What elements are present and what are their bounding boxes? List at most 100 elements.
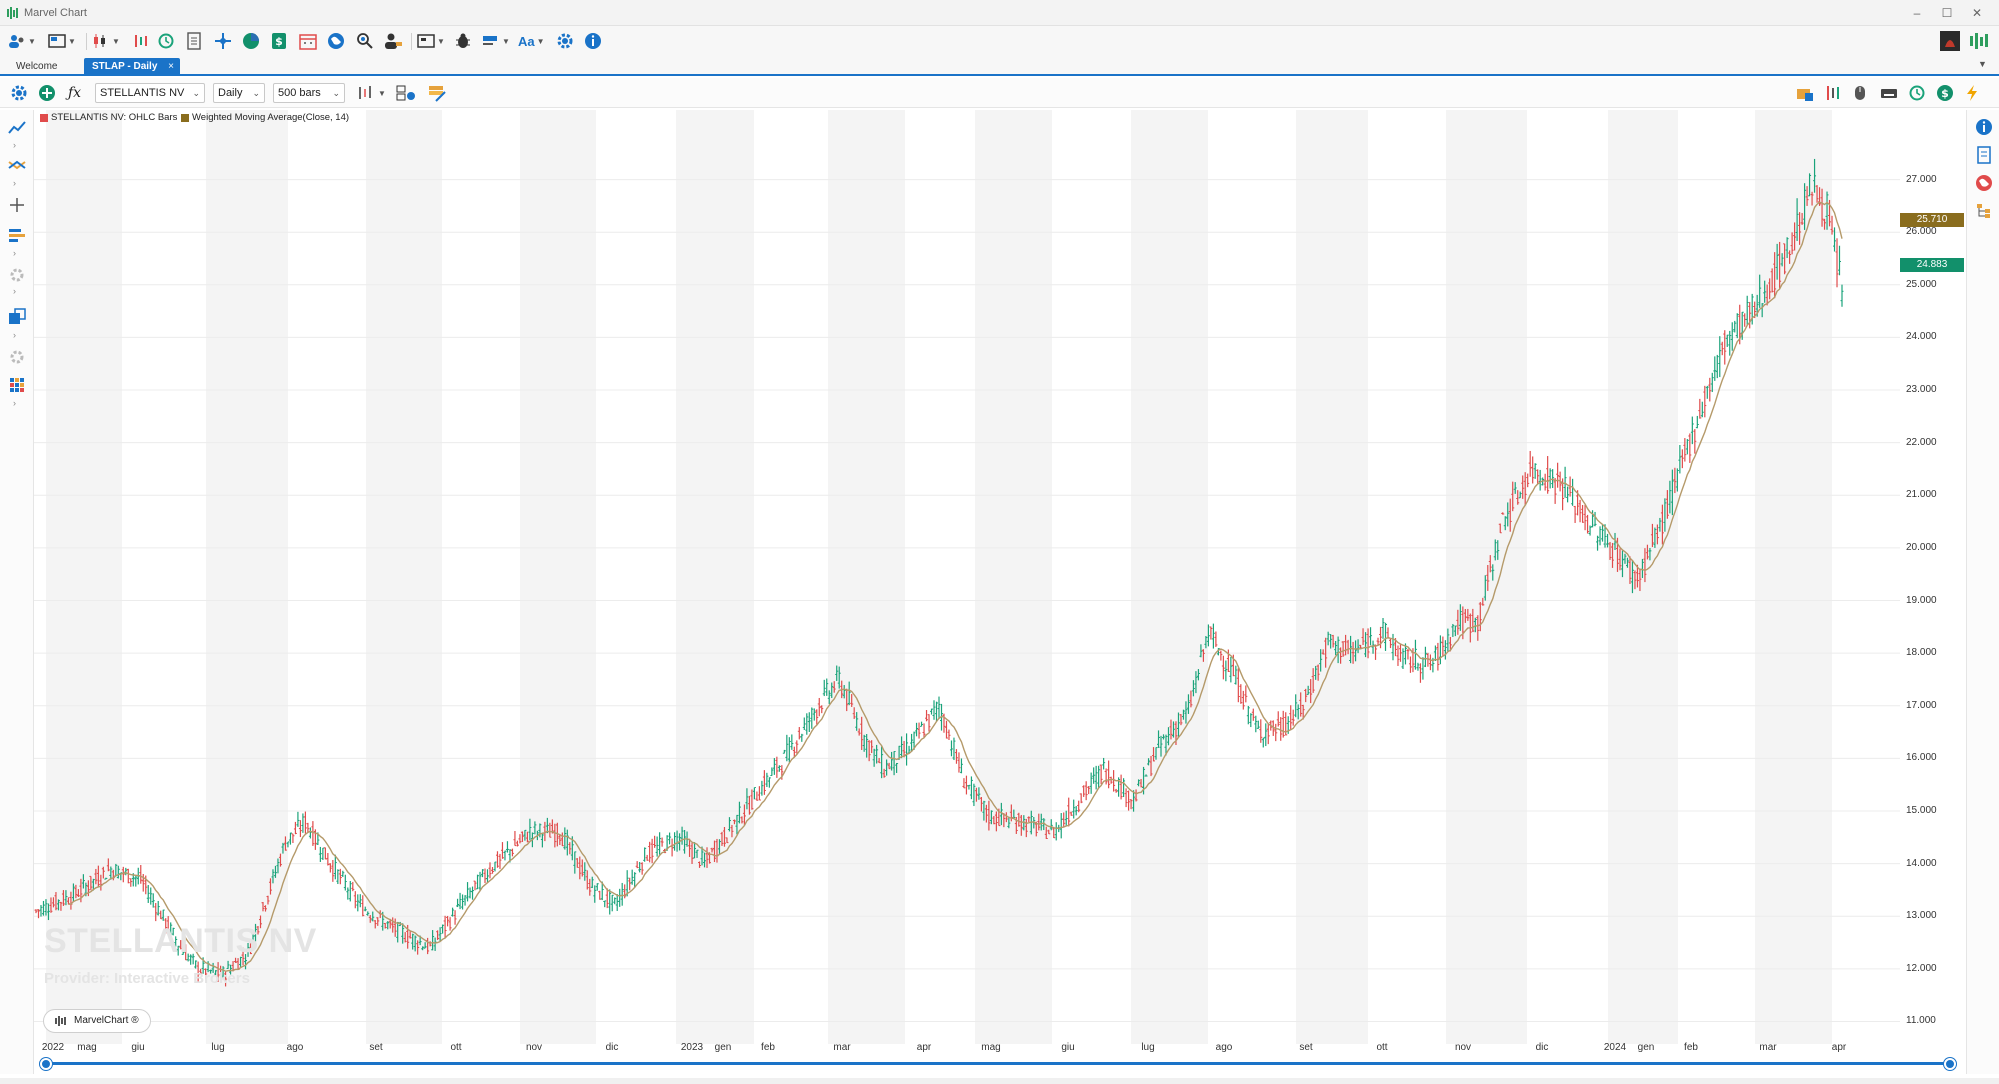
ohlc-bar <box>1201 649 1205 662</box>
formula-button[interactable]: ƒx <box>68 82 81 104</box>
calendar-button[interactable] <box>299 30 317 52</box>
refresh-button[interactable] <box>157 30 175 52</box>
crosshair-tool[interactable] <box>6 194 28 216</box>
portfolio-button[interactable] <box>1796 82 1814 104</box>
ohlc-bar <box>892 751 896 776</box>
marvelchart-badge[interactable]: MarvelChart ® <box>43 1009 151 1033</box>
hierarchy-panel-button[interactable] <box>1973 200 1995 222</box>
ohlc-bar <box>538 823 542 838</box>
draw-tool-button[interactable] <box>428 82 448 104</box>
search-button[interactable] <box>355 30 375 52</box>
settings-button[interactable] <box>556 30 574 52</box>
ohlc-bar <box>471 886 475 900</box>
channel-tool[interactable] <box>6 154 28 176</box>
keyboard-button[interactable] <box>1880 82 1898 104</box>
news-panel-button[interactable] <box>1973 172 1995 194</box>
ohlc-bar <box>755 791 759 801</box>
screenshot-button[interactable]: ▼ <box>417 30 445 52</box>
fibonacci-tool[interactable] <box>6 224 28 246</box>
ohlc-bar <box>1533 463 1537 479</box>
x-tick-label: mar <box>1759 1042 1777 1053</box>
time-scrollbar[interactable] <box>46 1062 1956 1065</box>
chevron-right-icon[interactable]: › <box>13 330 16 340</box>
templates-tool[interactable] <box>6 374 28 396</box>
crosshair-button[interactable] <box>214 30 232 52</box>
symbol-select[interactable]: STELLANTIS NV ⌄ <box>95 83 205 103</box>
ohlc-bar <box>683 829 687 854</box>
ohlc-bar <box>1733 320 1737 333</box>
price-chart[interactable] <box>34 110 1966 1056</box>
orders-button[interactable] <box>1824 82 1842 104</box>
ohlc-bar <box>1229 656 1233 683</box>
shapes-tool[interactable] <box>6 306 28 328</box>
layout-menu-button[interactable]: ▼ <box>48 30 76 52</box>
ohlc-bar <box>1007 816 1011 829</box>
notes-panel-button[interactable] <box>1973 144 1995 166</box>
ohlc-bar <box>717 839 721 855</box>
web-button[interactable] <box>327 30 345 52</box>
ohlc-bar <box>1708 377 1712 402</box>
ohlc-bar <box>1339 647 1343 664</box>
account-button[interactable] <box>383 30 403 52</box>
chevron-right-icon[interactable]: › <box>13 140 16 150</box>
ohlc-bar <box>837 666 841 689</box>
scrollbar-right-handle[interactable] <box>1944 1058 1956 1070</box>
tool-settings-2[interactable] <box>6 346 28 368</box>
tool-settings-1[interactable] <box>6 264 28 286</box>
tabs-overflow-chevron-down-icon[interactable]: ▼ <box>1978 59 1987 69</box>
tab-welcome[interactable]: Welcome <box>8 58 66 76</box>
realtime-button[interactable] <box>1964 82 1980 104</box>
bars-count-select[interactable]: 500 bars ⌄ <box>273 83 345 103</box>
legend-item-wma[interactable]: Weighted Moving Average(Close, 14) <box>181 112 349 123</box>
trend-line-tool[interactable] <box>6 116 28 138</box>
ohlc-bar <box>1364 632 1368 658</box>
ohlc-bar <box>1798 212 1802 245</box>
notes-button[interactable] <box>186 30 202 52</box>
ohlc-bar <box>1531 456 1535 484</box>
profile-avatar[interactable] <box>1940 30 1960 52</box>
font-button[interactable]: Aa ▼ <box>518 33 545 49</box>
chevron-right-icon[interactable]: › <box>13 286 16 296</box>
marvel-logo-icon <box>55 1016 66 1026</box>
tab-close-button[interactable]: × <box>168 61 174 72</box>
maximize-button[interactable]: ☐ <box>1941 6 1953 20</box>
close-button[interactable]: ✕ <box>1971 6 1983 20</box>
ohlc-bar <box>456 898 460 908</box>
chart-settings-button[interactable] <box>10 82 28 104</box>
ohlc-bar <box>603 900 607 908</box>
ohlc-bar <box>610 894 614 912</box>
ohlc-bar <box>1266 723 1270 745</box>
mouse-mode-button[interactable] <box>1852 82 1868 104</box>
currency-button[interactable]: $ <box>271 30 287 52</box>
user-menu-button[interactable]: ▼ <box>8 30 36 52</box>
debug-button[interactable] <box>454 30 472 52</box>
info-button[interactable] <box>584 30 602 52</box>
font-label: Aa <box>518 33 535 49</box>
history-button[interactable] <box>1908 82 1926 104</box>
chart-type-button[interactable]: ▼ <box>356 82 386 104</box>
chevron-right-icon[interactable]: › <box>13 248 16 258</box>
chevron-right-icon[interactable]: › <box>13 398 16 408</box>
ohlc-bar <box>822 679 826 697</box>
ohlc-bar <box>1179 714 1183 726</box>
market-button[interactable] <box>242 30 260 52</box>
ohlc-bar <box>1244 685 1248 703</box>
minimize-button[interactable]: – <box>1913 6 1921 20</box>
ohlc-bar <box>959 758 963 774</box>
tab-stlap-daily[interactable]: STLAP - Daily × <box>84 58 180 76</box>
bar-style-button[interactable]: ▼ <box>92 30 120 52</box>
ohlc-bar <box>121 866 125 883</box>
ohlc-bar <box>947 729 951 741</box>
panel-button[interactable]: ▼ <box>482 30 510 52</box>
ohlc-bar <box>273 865 277 878</box>
info-panel-button[interactable] <box>1973 116 1995 138</box>
ohlc-bar <box>1413 639 1417 670</box>
timeframe-select[interactable]: Daily ⌄ <box>213 83 265 103</box>
legend-item-ohlc[interactable]: STELLANTIS NV: OHLC Bars <box>40 112 177 123</box>
chevron-right-icon[interactable]: › <box>13 178 16 188</box>
currency-chart-button[interactable]: $ <box>1936 82 1954 104</box>
compare-button[interactable] <box>396 82 416 104</box>
scrollbar-left-handle[interactable] <box>40 1058 52 1070</box>
indicator-button[interactable] <box>132 30 150 52</box>
add-chart-button[interactable] <box>38 82 56 104</box>
